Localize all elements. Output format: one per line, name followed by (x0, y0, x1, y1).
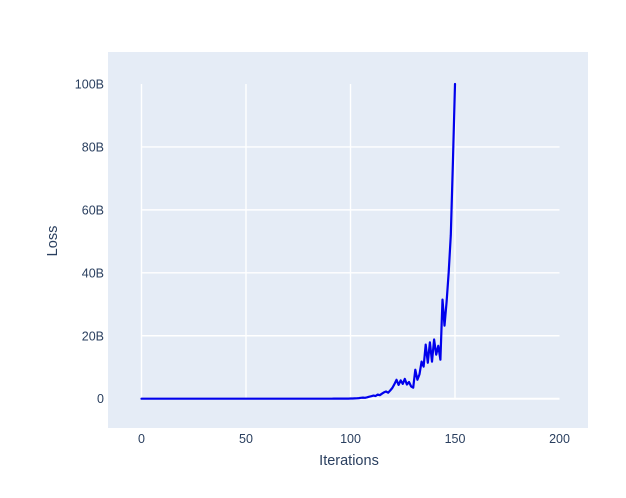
y-tick-label: 60B (82, 203, 104, 217)
x-axis-title: Iterations (319, 453, 379, 469)
y-tick-label: 100B (75, 78, 104, 92)
plot-background (108, 52, 588, 428)
x-tick-label: 50 (239, 432, 253, 446)
y-tick-label: 0 (97, 392, 104, 406)
x-tick-label: 100 (340, 432, 361, 446)
x-tick-label: 0 (138, 432, 145, 446)
y-axis-tick-labels: 0 20B 40B 60B 80B 100B (75, 78, 104, 407)
y-tick-label: 80B (82, 140, 104, 154)
gridlines (140, 84, 560, 400)
x-axis-tick-labels: 0 50 100 150 200 (138, 432, 570, 446)
x-tick-label: 200 (549, 432, 570, 446)
y-tick-label: 20B (82, 329, 104, 343)
x-tick-label: 150 (445, 432, 466, 446)
y-axis-title: Loss (45, 226, 61, 257)
y-tick-label: 40B (82, 266, 104, 280)
loss-curve (140, 82, 457, 400)
